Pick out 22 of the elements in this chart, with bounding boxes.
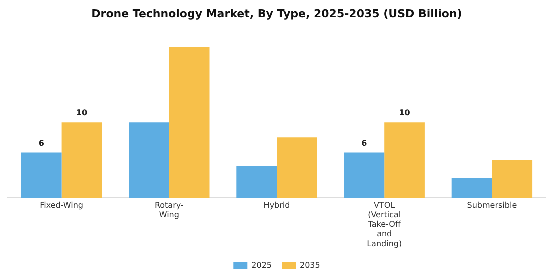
bar [277,138,318,198]
chart-title: Drone Technology Market, By Type, 2025-2035 (USD Billion) [92,7,462,20]
bar [129,122,170,198]
bar [62,122,102,198]
bar [384,122,425,198]
legend-label: 2035 [300,261,320,270]
legend-label: 2025 [252,261,272,270]
data-label: 10 [76,108,88,118]
bar [452,178,492,198]
x-tick-label: Submersible [467,200,518,210]
bar [344,152,385,198]
x-tick-label: VTOL (Vertical Take-Off and Landing) [367,200,402,248]
bar [169,47,210,198]
x-tick-label: Rotary-Wing [154,200,184,220]
bar [236,166,277,198]
bar [21,152,62,198]
x-tick-label: Hybrid [264,200,290,210]
data-label: 6 [362,138,368,148]
data-label: 10 [399,108,411,118]
x-tick-label: Fixed-Wing [40,200,84,210]
bar [492,160,533,198]
data-label: 6 [38,138,45,148]
